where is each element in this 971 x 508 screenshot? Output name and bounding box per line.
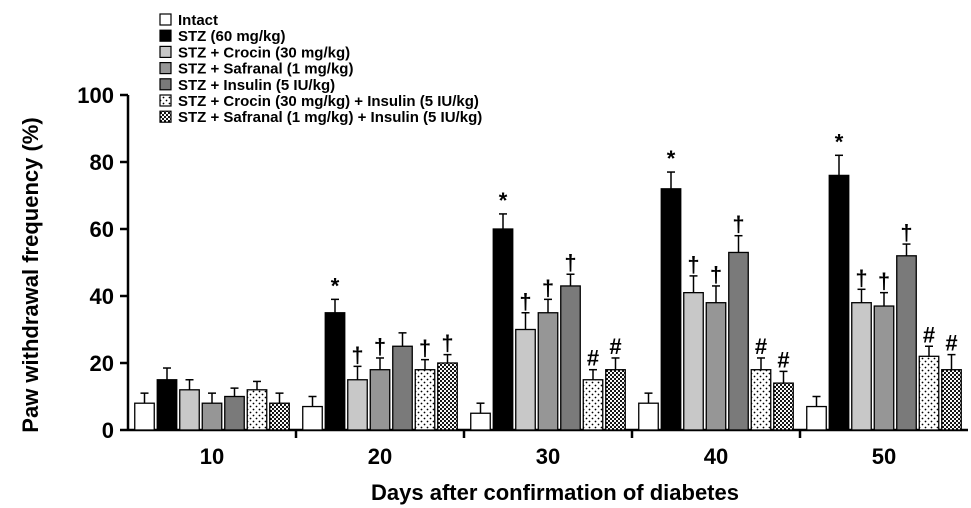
bar — [873, 305, 895, 431]
legend-swatch — [159, 13, 172, 26]
bar — [134, 402, 155, 431]
significance-mark: # — [945, 331, 957, 356]
bar — [246, 389, 268, 431]
y-tick-label: 0 — [102, 418, 114, 443]
bar — [750, 369, 772, 431]
bar — [492, 228, 514, 431]
significance-mark: * — [667, 146, 676, 171]
significance-mark: † — [564, 250, 576, 275]
bar — [705, 302, 727, 431]
legend-label: STZ + Crocin (30 mg/kg) + Insulin (5 IU/… — [178, 93, 479, 110]
x-tick-label: 10 — [200, 444, 224, 469]
bar — [560, 285, 581, 431]
x-tick-label: 20 — [368, 444, 392, 469]
bar — [347, 379, 368, 431]
significance-mark: † — [878, 269, 890, 294]
significance-mark: * — [499, 188, 508, 213]
legend-label: STZ (60 mg/kg) — [178, 28, 286, 45]
significance-mark: † — [419, 336, 431, 361]
significance-mark: † — [687, 252, 699, 277]
bar — [896, 255, 917, 431]
bar — [414, 369, 436, 431]
bar — [156, 379, 178, 431]
significance-mark: # — [755, 334, 767, 359]
bar — [179, 389, 200, 431]
legend-label: Intact — [178, 12, 218, 29]
x-tick-label: 40 — [704, 444, 728, 469]
legend-swatch — [159, 45, 172, 59]
y-tick-label: 80 — [90, 150, 114, 175]
legend-label: STZ + Safranal (1 mg/kg) + Insulin (5 IU… — [178, 109, 482, 126]
significance-mark: † — [855, 265, 867, 290]
significance-mark: # — [777, 347, 789, 372]
significance-mark: † — [542, 275, 554, 300]
y-axis: 0 20 40 60 80 100 — [77, 83, 130, 443]
significance-mark: † — [710, 262, 722, 287]
legend-label: STZ + Safranal (1 mg/kg) — [178, 61, 353, 78]
bar — [392, 345, 413, 431]
significance-mark: † — [900, 220, 912, 245]
legend-label: STZ + Insulin (5 IU/kg) — [178, 77, 335, 94]
bar — [806, 405, 827, 431]
bar — [369, 369, 391, 431]
bar — [941, 369, 962, 431]
significance-mark: # — [587, 346, 599, 371]
bar — [660, 188, 682, 431]
y-axis-label: Paw withdrawal frequency (%) — [18, 117, 43, 432]
bar — [515, 328, 536, 431]
significance-mark: # — [609, 334, 621, 359]
legend-swatch — [159, 29, 172, 42]
legend-label: STZ + Crocin (30 mg/kg) — [178, 44, 350, 61]
bars: * † † † † * † † † # # * † † † # # * † † † # # — [134, 129, 962, 431]
bar — [470, 412, 491, 431]
significance-mark: # — [923, 322, 935, 347]
x-tick-label: 30 — [536, 444, 560, 469]
bar — [773, 382, 794, 431]
bar — [582, 379, 604, 431]
significance-mark: † — [351, 342, 363, 367]
bar — [918, 355, 940, 431]
significance-mark: † — [519, 289, 531, 314]
legend-swatch — [159, 110, 172, 123]
bar — [324, 312, 346, 431]
y-tick-label: 40 — [90, 284, 114, 309]
bar — [728, 251, 749, 431]
bar — [201, 402, 223, 431]
bar — [828, 174, 850, 431]
x-axis-label: Days after confirmation of diabetes — [371, 480, 739, 505]
legend-swatch — [159, 94, 172, 107]
bar — [605, 369, 626, 431]
y-tick-label: 100 — [77, 83, 114, 108]
significance-mark: † — [374, 334, 386, 359]
legend-swatch — [159, 61, 172, 75]
bar — [224, 395, 245, 431]
x-axis: 10 20 30 40 50 — [128, 428, 968, 469]
legend-swatch — [159, 78, 172, 91]
x-tick-label: 50 — [872, 444, 896, 469]
bar — [437, 362, 458, 431]
y-tick-label: 20 — [90, 351, 114, 376]
y-tick-label: 60 — [90, 217, 114, 242]
significance-mark: * — [331, 273, 340, 298]
bar — [269, 402, 290, 431]
significance-mark: † — [441, 331, 453, 356]
significance-mark: * — [835, 129, 844, 154]
bar — [851, 302, 872, 431]
bar — [683, 291, 704, 431]
significance-mark: † — [732, 212, 744, 237]
bar — [537, 312, 559, 431]
bar — [302, 405, 323, 431]
bar — [638, 402, 659, 431]
